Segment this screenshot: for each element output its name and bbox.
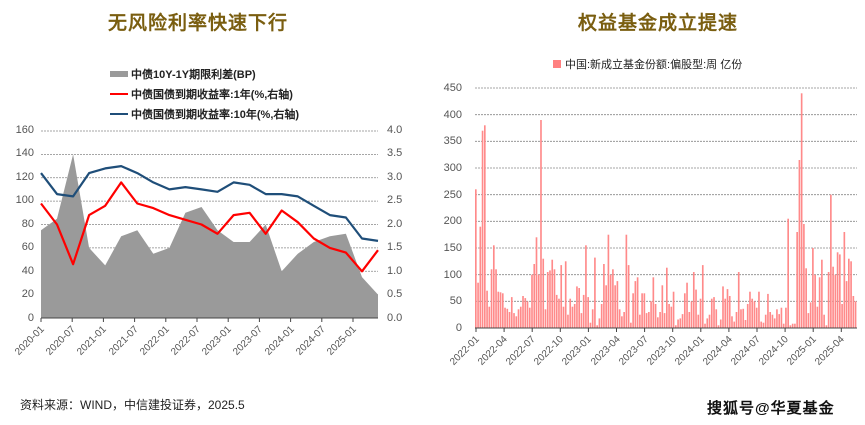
- y-tick: 2.5: [387, 194, 403, 206]
- y-tick: 3.5: [387, 147, 403, 159]
- y-tick: 60: [21, 241, 34, 253]
- y-tick: 40: [21, 265, 34, 277]
- legend-label: 中债国债到期收益率:1年(%,右轴): [131, 89, 293, 101]
- y-tick: 3.0: [387, 171, 403, 183]
- red-line-swatch-icon: [110, 93, 128, 95]
- legend-new-fund-shares: 中国:新成立基金份额:偏股型:周 亿份: [553, 56, 742, 72]
- legend-spread: 中债10Y-1Y期限利差(BP): [110, 66, 256, 82]
- right-chart-title: 权益基金成立提速: [578, 13, 739, 34]
- area-swatch-icon: [110, 71, 128, 77]
- y-tick: 50: [449, 295, 462, 307]
- y-tick: 350: [443, 135, 462, 147]
- spread-area: [41, 154, 378, 318]
- y-tick: 0: [455, 322, 462, 334]
- legend-label: 中债10Y-1Y期限利差(BP): [131, 69, 256, 81]
- watermark: 搜狐号@华夏基金: [707, 400, 835, 417]
- y-tick: 140: [15, 147, 34, 159]
- y-tick: 4.0: [387, 124, 403, 136]
- y-tick: 0: [27, 312, 34, 324]
- y-tick: 1.0: [387, 265, 403, 277]
- y-tick: 20: [21, 288, 34, 300]
- source-note: 资料来源：WIND，中信建投证券，2025.5: [20, 398, 245, 412]
- y-tick: 200: [443, 215, 462, 227]
- y-tick: 120: [15, 171, 34, 183]
- left-chart-title: 无风险利率快速下行: [108, 13, 289, 34]
- y-tick: 400: [443, 109, 462, 121]
- bar-swatch-icon: [553, 60, 561, 68]
- legend-1y-yield: 中债国债到期收益率:1年(%,右轴): [110, 86, 293, 102]
- y-tick: 100: [443, 269, 462, 281]
- legend-label: 中国:新成立基金份额:偏股型:周 亿份: [565, 59, 743, 71]
- y-tick: 0.5: [387, 288, 403, 300]
- y-tick: 160: [15, 124, 34, 136]
- y-tick: 250: [443, 189, 462, 201]
- legend-10y-yield: 中债国债到期收益率:10年(%,右轴): [110, 106, 299, 122]
- y-tick: 0.0: [387, 312, 403, 324]
- blue-line-swatch-icon: [110, 113, 128, 115]
- y-tick: 2.0: [387, 218, 403, 230]
- y-tick: 80: [21, 218, 34, 230]
- y-tick: 300: [443, 162, 462, 174]
- y-tick: 450: [443, 82, 462, 94]
- y-tick: 100: [15, 194, 34, 206]
- legend-label: 中债国债到期收益率:10年(%,右轴): [131, 109, 300, 121]
- y-tick: 150: [443, 242, 462, 254]
- y-tick: 1.5: [387, 241, 403, 253]
